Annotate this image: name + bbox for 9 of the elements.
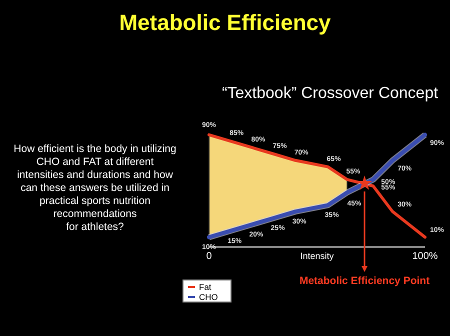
x-tick-label: 100% <box>412 251 438 262</box>
legend-label: Fat <box>199 282 212 292</box>
legend-label: CHO <box>199 292 218 302</box>
annotation: Metabolic Efficiency Point <box>299 275 430 287</box>
x-axis-title: Intensity <box>300 251 334 261</box>
chart-subtitle: “Textbook” Crossover Concept <box>222 85 439 102</box>
text: How efficient is the body in utilizing CHO and FAT at different intensities and durations and how can these answers be utilized in practical sports nutrition recommendations for athletes? <box>14 143 176 233</box>
chart-title: Metabolic Efficiency <box>119 10 332 35</box>
x-tick-label: 0 <box>206 251 212 262</box>
